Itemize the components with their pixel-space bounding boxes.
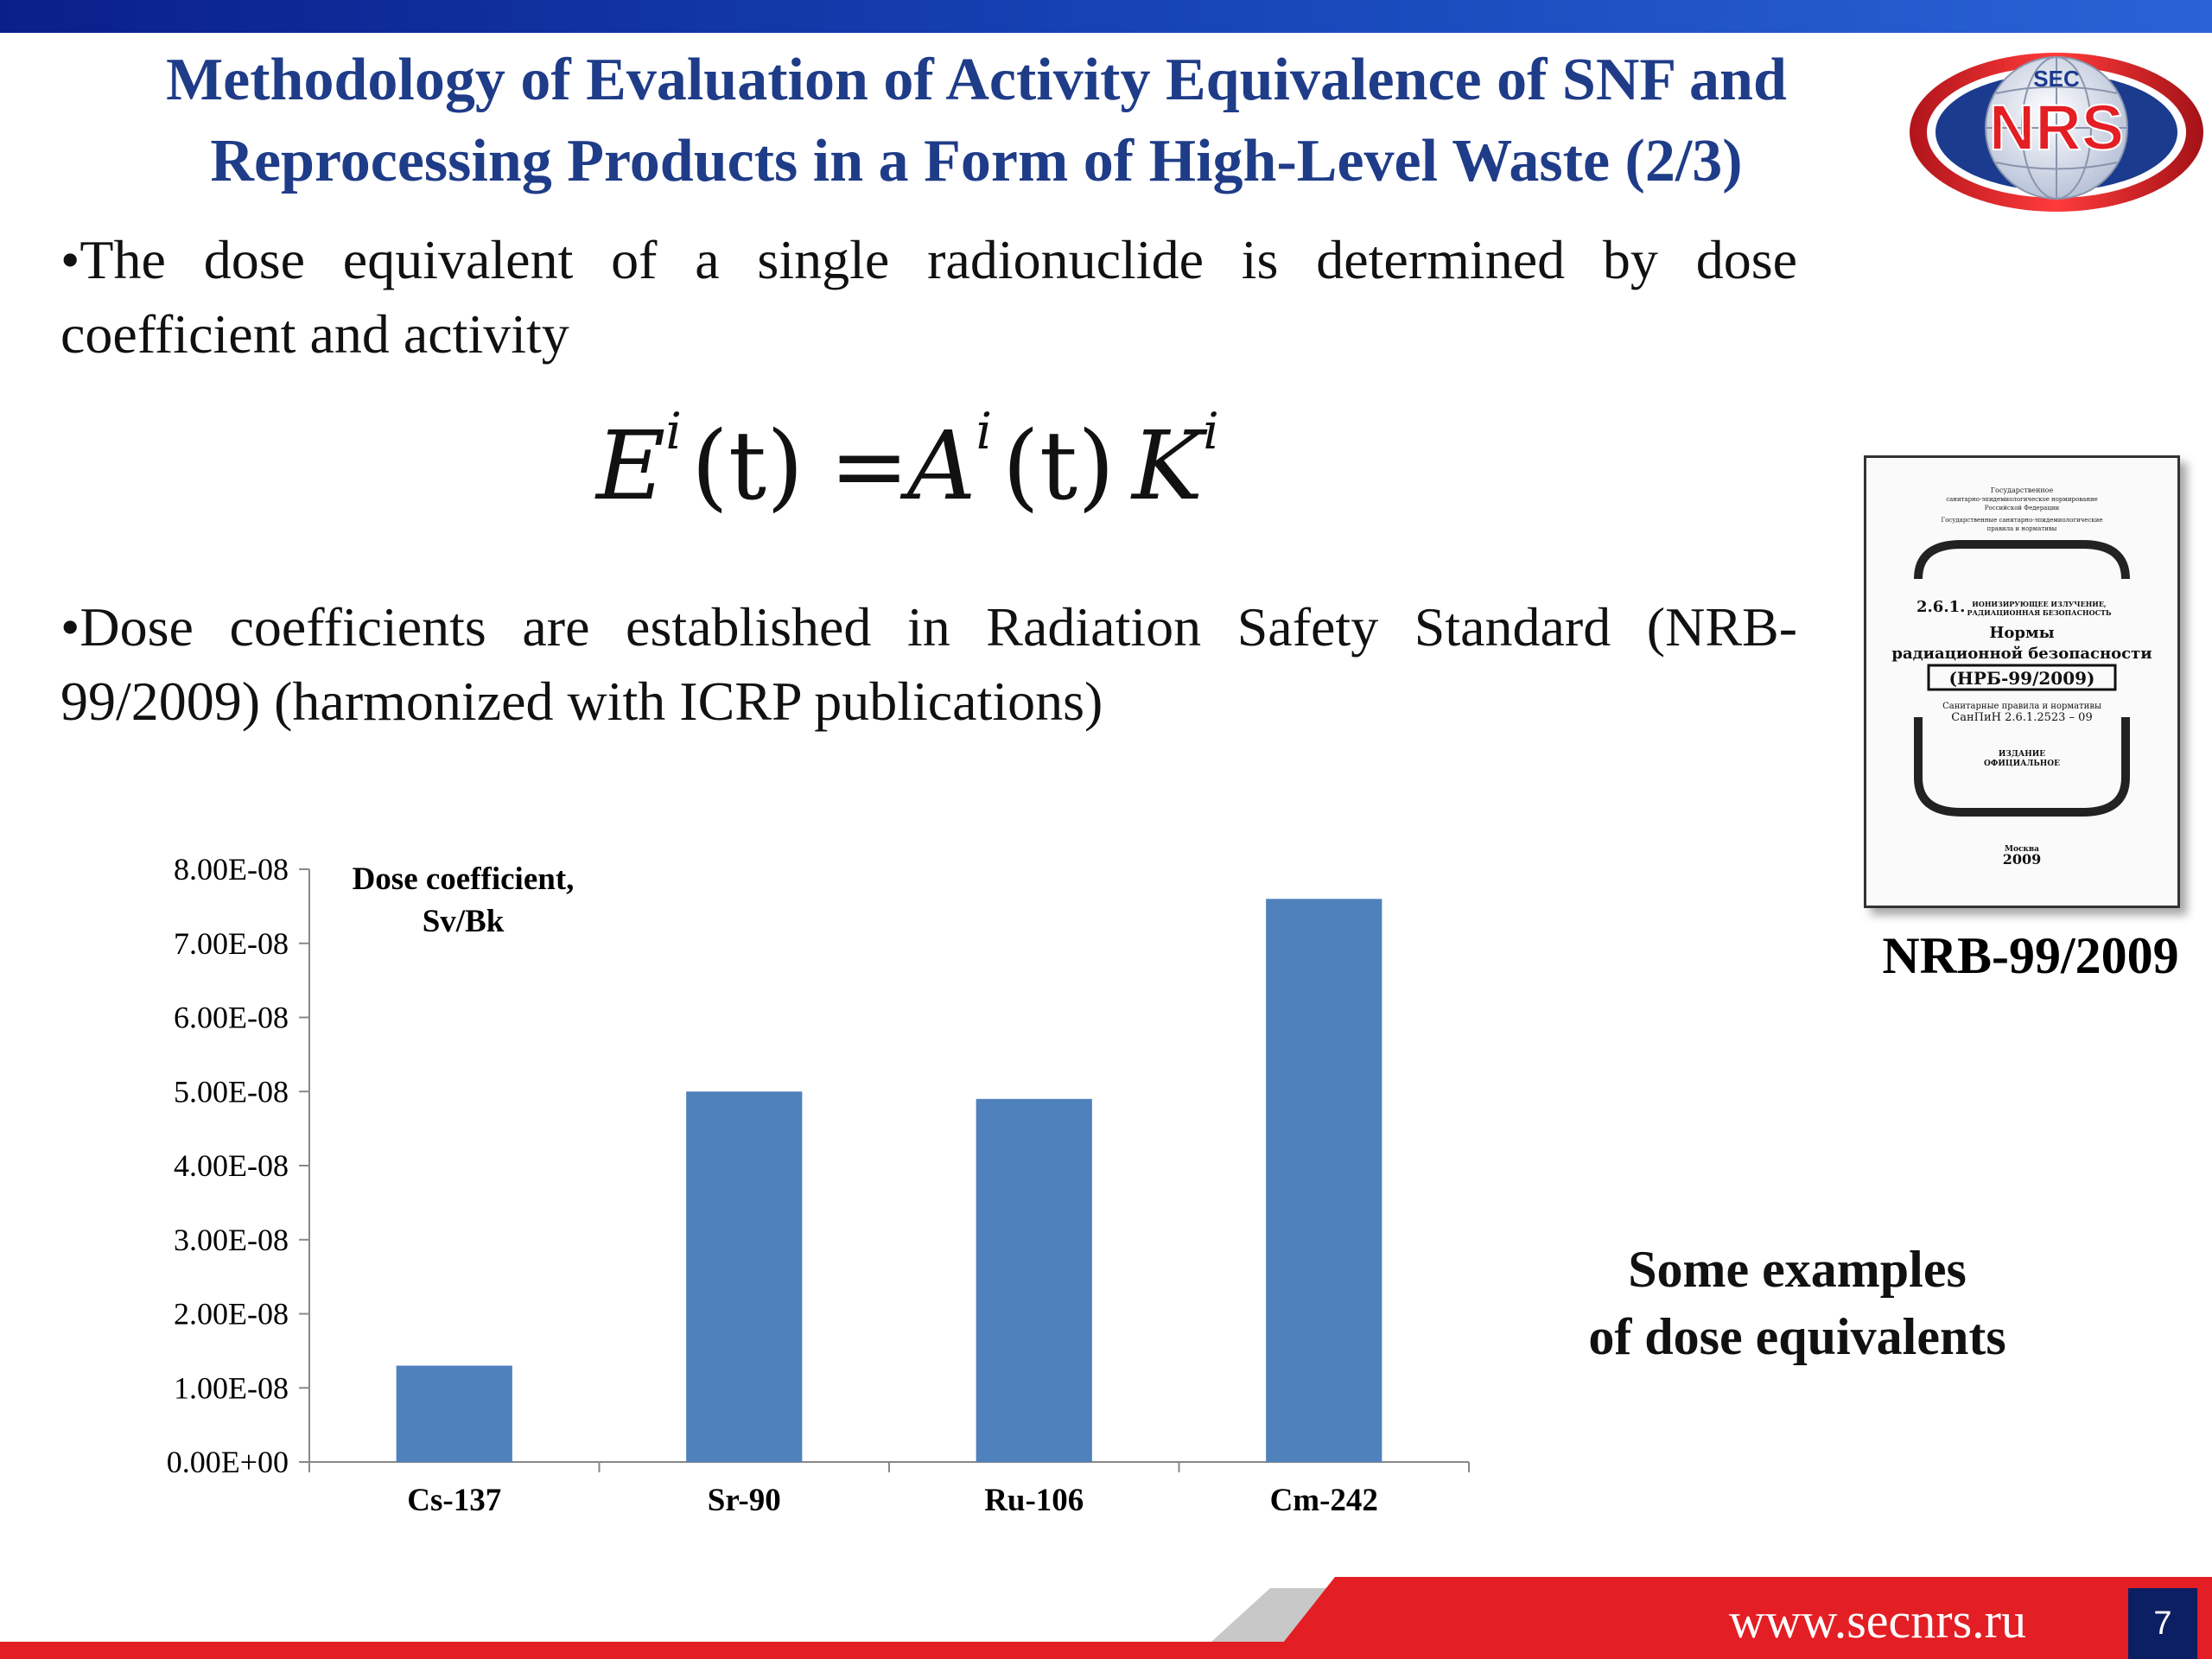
nrb-book-cover: Государственное санитарно-эпидемиологиче… [1864,455,2180,908]
chart-bar-cs-137 [396,1365,512,1462]
chart-bar-cm-242 [1266,899,1382,1462]
chart-x-label: Sr-90 [708,1483,781,1518]
chart-y-tick-label: 6.00E-08 [174,1001,289,1035]
slide-title-line2: Reprocessing Products in a Form of High-… [210,128,1743,194]
book-line5: правила и нормативы [1987,525,2057,532]
book-edition2: ОФИЦИАЛЬНОЕ [1984,760,2060,768]
chart-y-tick-label: 5.00E-08 [174,1074,289,1109]
book-main3: (НРБ-99/2009) [1948,668,2094,689]
book-line1: Государственное [1991,486,2054,494]
book-main1: Нормы [1989,624,2054,642]
chart-y-tick-label: 2.00E-08 [174,1297,289,1332]
chart-y-tick-label: 4.00E-08 [174,1148,289,1183]
formula-k: K [1132,410,1204,521]
book-subtitle2: РАДИАЦИОННАЯ БЕЗОПАСНОСТЬ [1967,608,2111,617]
chart-x-label: Cm-242 [1270,1483,1378,1518]
book-rules: Санитарные правила и нормативы [1942,702,2101,711]
formula-a: A [907,410,976,521]
bullet-dose-coefficients: •Dose coefficients are established in Ra… [60,596,1797,732]
chart-x-labels: Cs-137 Sr-90 Ru-106 Cm-242 [407,1483,1378,1518]
chart-title-line1: Dose coefficient, [353,861,575,897]
formula-t1: (t) [691,410,804,521]
book-line4: Государственные санитарно-эпидемиологиче… [1941,517,2102,524]
secnrs-logo: SEC NRS [1910,53,2203,212]
chart-title-line2: Sv/Bk [423,904,505,939]
chart-x-label: Cs-137 [407,1483,501,1518]
top-accent-bar [0,0,2212,33]
slide-title-line1: Methodology of Evaluation of Activity Eq… [166,47,1787,113]
book-line2: санитарно-эпидемиологическое нормировани… [1946,496,2098,503]
chart-bar-ru-106 [976,1098,1092,1462]
chart-y-ticks: 0.00E+00 1.00E-08 2.00E-08 3.00E-08 4.00E-08… [167,852,309,1479]
book-line3: Российской Федерации [1985,505,2060,512]
formula-e: E [596,410,666,521]
page-number: 7 [2128,1588,2197,1659]
chart-y-tick-label: 0.00E+00 [167,1445,289,1479]
book-edition1: ИЗДАНИЕ [1999,750,2045,759]
dose-coefficient-bar-chart: 0.00E+00 1.00E-08 2.00E-08 3.00E-08 4.00E-08… [167,852,1470,1518]
footer-url[interactable]: www.secnrs.ru [1728,1592,2026,1649]
side-note-line2: of dose equivalents [1588,1308,2006,1365]
book-section: 2.6.1. [1916,598,1965,616]
chart-y-tick-label: 1.00E-08 [174,1370,289,1405]
chart-y-tick-label: 7.00E-08 [174,926,289,961]
book-subtitle1: ИОНИЗИРУЮЩЕЕ ИЗЛУЧЕНИЕ, [1972,600,2107,608]
nrb-book-cover-art: Государственное санитарно-эпидемиологиче… [1891,486,2152,868]
chart-bar-sr-90 [686,1091,803,1462]
logo-main-text: NRS [1989,92,2124,163]
formula-sup-i: i [665,402,682,461]
slide-title: Methodology of Evaluation of Activity Eq… [35,40,1918,202]
dose-equivalent-formula: Ei (t) = Ai (t) Ki [596,402,1253,540]
formula-equals: = [830,410,910,521]
formula-sup-i-3: i [1203,402,1219,461]
bullet-dose-equivalent: •The dose equivalent of a single radionu… [60,229,1797,365]
book-main2: радиационной безопасности [1891,645,2152,663]
side-note-line1: Some examples [1628,1241,1967,1298]
formula-sup-i-2: i [976,402,993,461]
chart-y-tick-label: 3.00E-08 [174,1223,289,1257]
formula-t2: (t) [1002,410,1116,521]
chart-y-tick-label: 8.00E-08 [174,852,289,887]
book-city: Москва [2005,845,2039,854]
chart-bars [396,899,1382,1462]
chart-x-label: Ru-106 [984,1483,1084,1518]
nrb-book-label: NRB-99/2009 [1882,927,2179,984]
book-code: СанПиН 2.6.1.2523 – 09 [1951,711,2092,724]
logo-top-text: SEC [2033,66,2080,92]
book-year: 2009 [2003,851,2042,868]
footer-bar [0,1577,2212,1659]
side-note: Some examples of dose equivalents [1555,1236,2039,1370]
